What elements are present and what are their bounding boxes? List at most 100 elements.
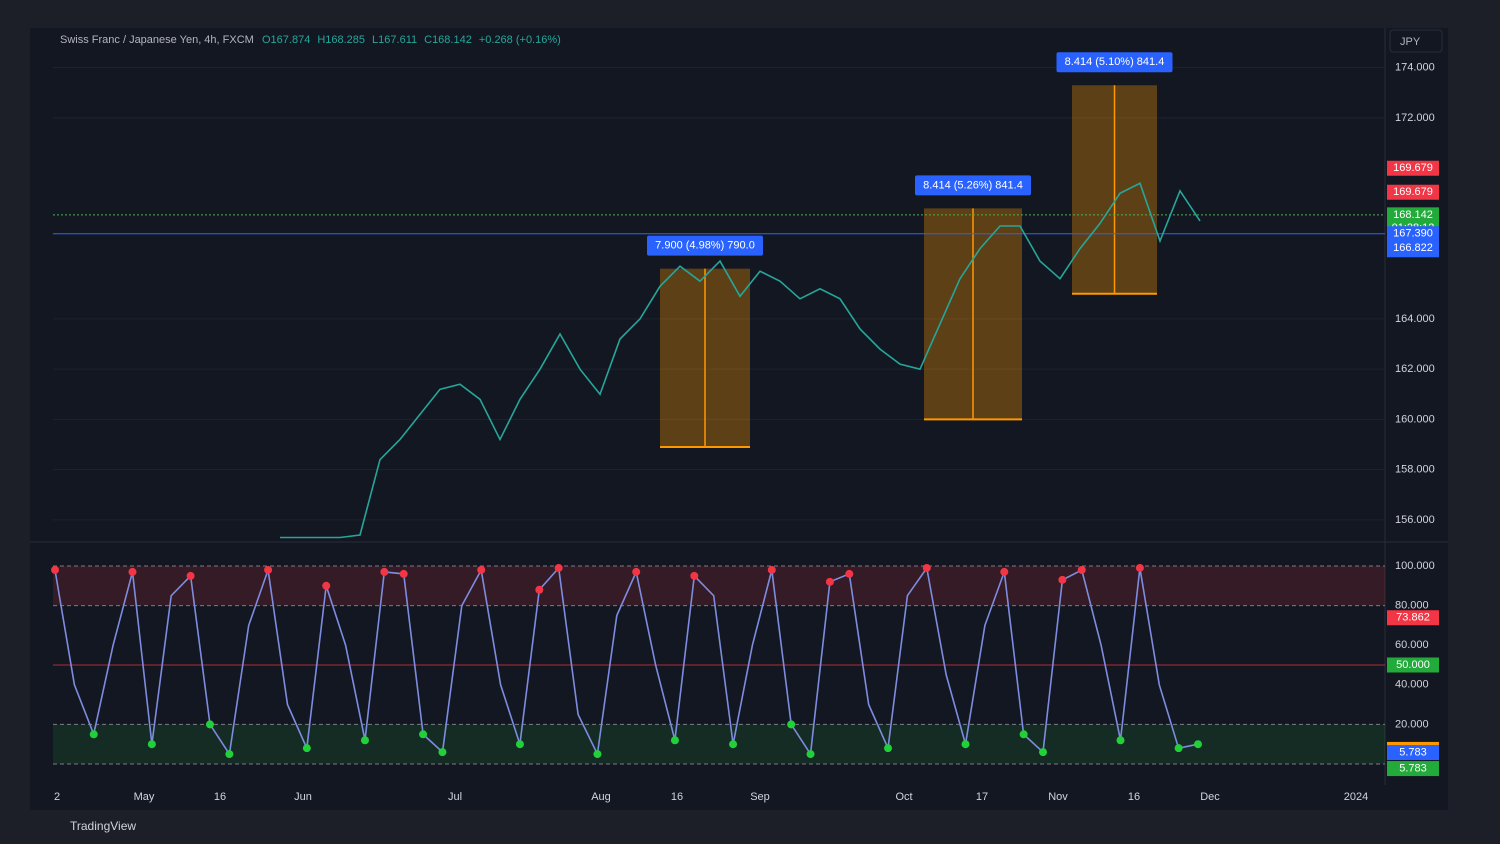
x-tick-label: Oct bbox=[895, 791, 912, 803]
signal-dot bbox=[1058, 575, 1067, 584]
signal-dot bbox=[1019, 730, 1028, 739]
signal-dot bbox=[128, 567, 137, 576]
y-tick-label: 160.000 bbox=[1395, 413, 1435, 425]
signal-dot bbox=[767, 565, 776, 574]
y-tick-label: 60.000 bbox=[1395, 639, 1429, 651]
signal-dot bbox=[264, 565, 273, 574]
signal-dot bbox=[1116, 736, 1125, 745]
signal-dot bbox=[1174, 744, 1183, 753]
x-tick-label: Nov bbox=[1048, 791, 1068, 803]
x-tick-label: 2 bbox=[54, 791, 60, 803]
ohlc-value: L167.611 bbox=[372, 34, 417, 46]
ohlc-value: C168.142 bbox=[424, 34, 472, 46]
price-badge-label: 169.679 bbox=[1393, 186, 1433, 198]
signal-dot bbox=[961, 740, 970, 749]
signal-dot bbox=[205, 720, 214, 729]
price-badge-label: 5.783 bbox=[1399, 746, 1427, 758]
y-tick-label: 162.000 bbox=[1395, 363, 1435, 375]
signal-dot bbox=[1000, 567, 1009, 576]
currency: JPY bbox=[1400, 36, 1421, 48]
signal-dot bbox=[89, 730, 98, 739]
zone bbox=[53, 565, 1385, 606]
x-tick-label: 16 bbox=[214, 791, 226, 803]
y-tick-label: 174.000 bbox=[1395, 62, 1435, 74]
signal-dot bbox=[884, 744, 893, 753]
x-tick-label: Sep bbox=[750, 791, 770, 803]
zone bbox=[53, 724, 1385, 765]
price-badge bbox=[1387, 745, 1439, 761]
price-badge bbox=[1387, 657, 1439, 673]
price-badge bbox=[1387, 184, 1439, 200]
signal-dot bbox=[729, 740, 738, 749]
signal-dot bbox=[806, 750, 815, 759]
x-tick-label: 16 bbox=[671, 791, 683, 803]
signal-dot bbox=[515, 740, 524, 749]
x-tick-label: 17 bbox=[976, 791, 988, 803]
signal-dot bbox=[690, 571, 699, 580]
price-badge-label: 168.142 bbox=[1393, 209, 1433, 221]
measure-label: 7.900 (4.98%) 790.0 bbox=[655, 240, 755, 252]
signal-dot bbox=[322, 581, 331, 590]
price-badge-label: 5.783 bbox=[1399, 762, 1427, 774]
signal-dot bbox=[632, 567, 641, 576]
signal-dot bbox=[419, 730, 428, 739]
ohlc-value: O167.874 bbox=[262, 34, 310, 46]
series-line bbox=[54, 565, 1199, 757]
signal-dot bbox=[535, 585, 544, 594]
x-tick-label: 16 bbox=[1128, 791, 1140, 803]
signal-dot bbox=[593, 750, 602, 759]
price-badge-label: 169.679 bbox=[1393, 162, 1433, 174]
brand: TradingView bbox=[70, 819, 136, 833]
signal-dot bbox=[825, 577, 834, 586]
measure-label: 8.414 (5.10%) 841.4 bbox=[1065, 56, 1165, 68]
price-badge bbox=[1387, 226, 1439, 242]
ohlc-value: +0.268 (+0.16%) bbox=[479, 34, 561, 46]
signal-dot bbox=[787, 720, 796, 729]
x-tick-label: Jul bbox=[448, 791, 462, 803]
signal-dot bbox=[922, 563, 931, 572]
x-tick-label: Dec bbox=[1200, 791, 1220, 803]
price-badge-label: 73.862 bbox=[1396, 612, 1430, 624]
signal-dot bbox=[380, 567, 389, 576]
measure-label-box bbox=[1056, 52, 1173, 73]
y-tick-label: 20.000 bbox=[1395, 718, 1429, 730]
signal-dot bbox=[1135, 563, 1144, 572]
signal-dot bbox=[147, 740, 156, 749]
x-tick-label: May bbox=[134, 791, 155, 803]
signal-dot bbox=[302, 744, 311, 753]
signal-dot bbox=[670, 736, 679, 745]
signal-dot bbox=[225, 750, 234, 759]
ohlc-value: H168.285 bbox=[317, 34, 365, 46]
signal-dot bbox=[845, 569, 854, 578]
y-tick-label: 158.000 bbox=[1395, 464, 1435, 476]
signal-dot bbox=[399, 569, 408, 578]
x-tick-label: Jun bbox=[294, 791, 312, 803]
measure-label: 8.414 (5.26%) 841.4 bbox=[923, 179, 1023, 191]
series-line bbox=[280, 182, 1201, 539]
measure-label-box bbox=[647, 235, 763, 256]
signal-dot bbox=[51, 565, 59, 574]
signal-dot bbox=[186, 571, 195, 580]
price-badge bbox=[1387, 160, 1439, 176]
y-tick-label: 80.000 bbox=[1395, 600, 1429, 612]
signal-dot bbox=[1039, 748, 1048, 757]
symbol-title: Swiss Franc / Japanese Yen, 4h, FXCM bbox=[60, 34, 254, 46]
y-tick-label: 100.000 bbox=[1395, 560, 1435, 572]
price-badge-label: 166.822 bbox=[1393, 242, 1433, 254]
price-badge bbox=[1387, 761, 1439, 777]
price-badge-label: 50.000 bbox=[1396, 659, 1430, 671]
x-tick-label: Aug bbox=[591, 791, 611, 803]
signal-dot bbox=[360, 736, 369, 745]
y-tick-label: 40.000 bbox=[1395, 679, 1429, 691]
measure-label-box bbox=[915, 175, 1031, 196]
y-tick-label: 156.000 bbox=[1395, 514, 1435, 526]
signal-dot bbox=[438, 748, 447, 757]
signal-dot bbox=[1194, 740, 1202, 749]
x-tick-label: 2024 bbox=[1344, 791, 1368, 803]
price-badge bbox=[1387, 240, 1439, 256]
price-badge bbox=[1387, 610, 1439, 626]
currency-box[interactable] bbox=[1389, 29, 1443, 53]
signal-dot bbox=[554, 563, 563, 572]
y-tick-label: 172.000 bbox=[1395, 112, 1435, 124]
